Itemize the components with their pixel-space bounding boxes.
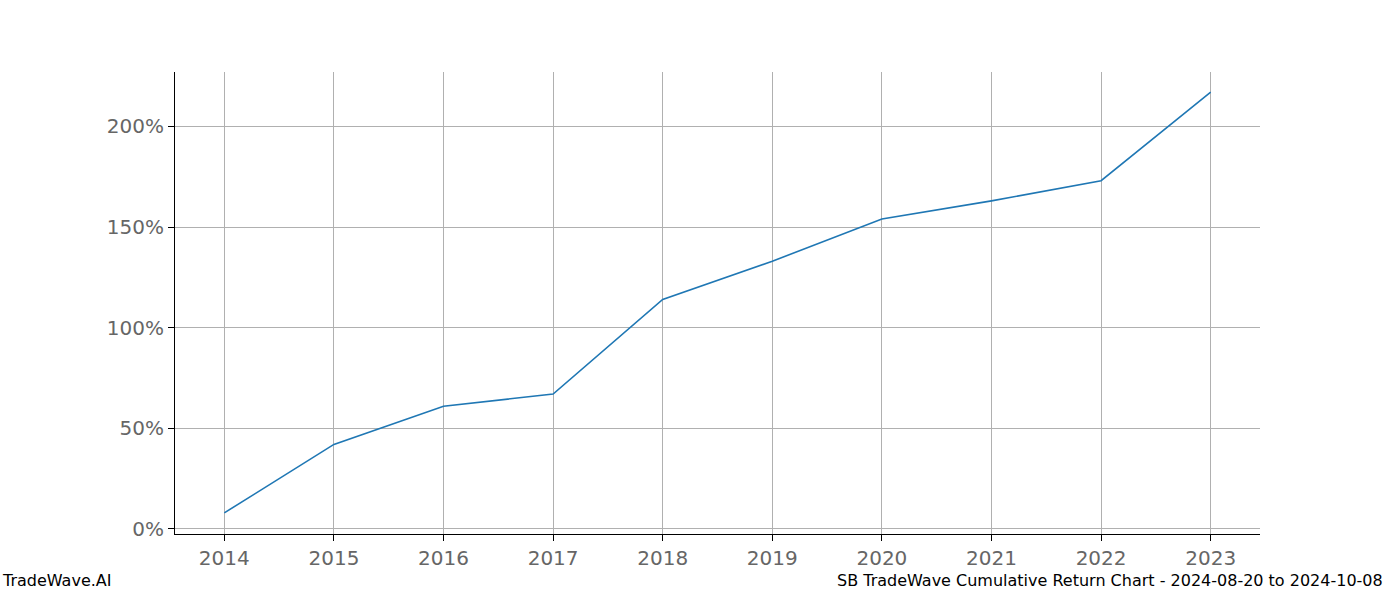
svg-text:2023: 2023 xyxy=(1185,546,1236,570)
svg-text:2016: 2016 xyxy=(418,546,469,570)
svg-text:0%: 0% xyxy=(132,517,164,541)
svg-text:50%: 50% xyxy=(120,416,164,440)
svg-text:SB TradeWave Cumulative Return: SB TradeWave Cumulative Return Chart - 2… xyxy=(837,571,1383,590)
svg-text:2014: 2014 xyxy=(199,546,250,570)
svg-text:2017: 2017 xyxy=(528,546,579,570)
svg-text:2019: 2019 xyxy=(747,546,798,570)
svg-text:200%: 200% xyxy=(107,114,164,138)
svg-text:2021: 2021 xyxy=(966,546,1017,570)
svg-text:2018: 2018 xyxy=(637,546,688,570)
svg-text:TradeWave.AI: TradeWave.AI xyxy=(2,571,111,590)
svg-text:2022: 2022 xyxy=(1076,546,1127,570)
svg-text:100%: 100% xyxy=(107,316,164,340)
svg-text:150%: 150% xyxy=(107,215,164,239)
svg-text:2015: 2015 xyxy=(308,546,359,570)
svg-text:2020: 2020 xyxy=(856,546,907,570)
